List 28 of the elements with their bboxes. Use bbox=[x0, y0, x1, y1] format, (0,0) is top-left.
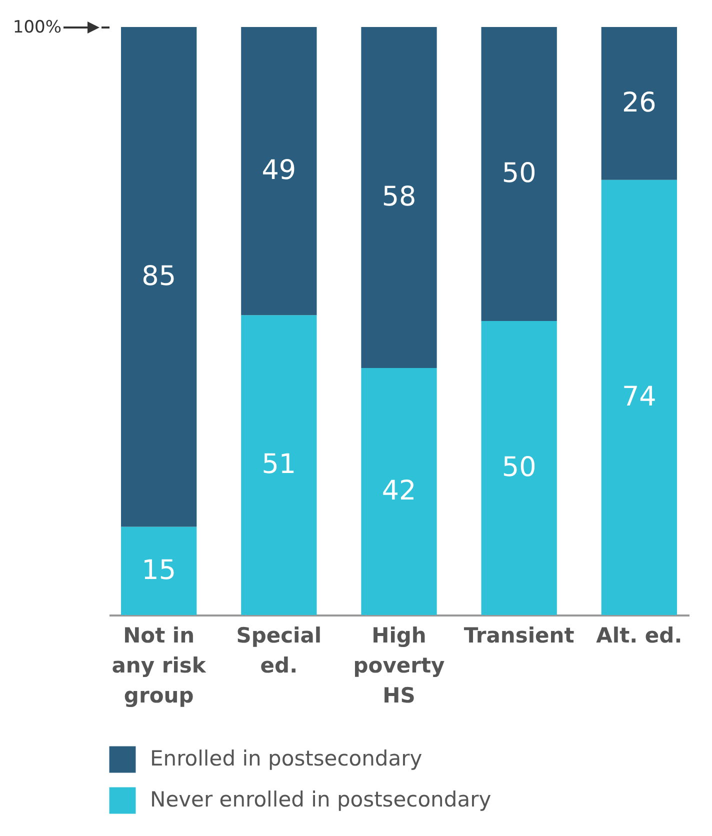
data-label: 26 bbox=[622, 87, 656, 118]
bar bbox=[241, 27, 317, 316]
x-tick-label: Special ed. bbox=[236, 624, 322, 678]
x-tick-label: Transient bbox=[464, 624, 574, 648]
data-label: 74 bbox=[622, 381, 656, 412]
data-label: 50 bbox=[502, 158, 536, 189]
bar bbox=[241, 315, 317, 615]
data-label: 15 bbox=[142, 554, 176, 586]
bar bbox=[361, 368, 437, 615]
data-label: 85 bbox=[142, 260, 176, 292]
x-tick-label: Not in any risk group bbox=[112, 624, 207, 708]
bar bbox=[121, 27, 197, 527]
bar bbox=[481, 27, 557, 321]
data-label: 49 bbox=[262, 155, 296, 186]
legend-label: Enrolled in postsecondary bbox=[150, 746, 422, 770]
legend-label: Never enrolled in postsecondary bbox=[150, 788, 492, 812]
bar bbox=[121, 526, 197, 615]
x-tick-label: High poverty HS bbox=[353, 624, 446, 708]
data-label: 58 bbox=[382, 182, 416, 213]
bar bbox=[601, 27, 677, 180]
bar bbox=[481, 321, 557, 615]
data-label: 50 bbox=[502, 452, 536, 483]
bar bbox=[601, 180, 677, 615]
data-label: 51 bbox=[262, 449, 296, 480]
x-tick-label: Alt. ed. bbox=[596, 624, 682, 648]
y-tick-label: 100% bbox=[12, 18, 62, 38]
data-label: 42 bbox=[382, 476, 416, 507]
bar bbox=[361, 27, 437, 368]
